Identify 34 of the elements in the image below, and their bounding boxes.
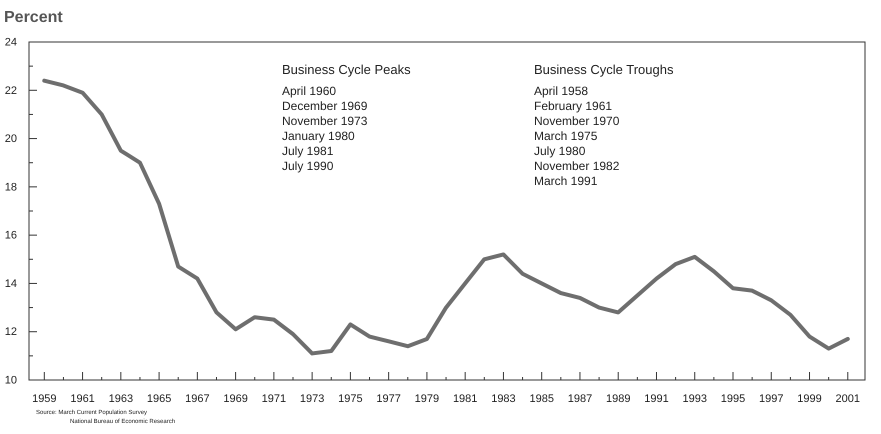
x-tick-label: 1989: [606, 392, 630, 405]
x-tick-label: 2001: [836, 392, 860, 405]
y-tick-label: 22: [4, 84, 17, 97]
x-tick-label: 1979: [414, 392, 440, 405]
y-tick-label: 24: [4, 36, 17, 49]
x-tick-label: 1999: [797, 392, 822, 405]
x-tick-label: 1969: [223, 392, 248, 405]
x-tick-label: 1977: [376, 392, 401, 405]
chart-title: Percent: [4, 9, 64, 26]
x-tick-label: 1975: [338, 392, 363, 405]
x-tick-label: 1973: [300, 392, 324, 405]
y-tick-label: 14: [4, 278, 17, 290]
x-tick-label: 1971: [262, 392, 286, 405]
x-tick-label: 1963: [108, 392, 134, 405]
annotation: Business Cycle Troughs April 1958 February 1961 November 1970 March 1975 July 1980 November 1982 March 1991: [534, 62, 674, 188]
x-tick-label: 1959: [32, 392, 57, 405]
x-tick-label: 1965: [146, 392, 172, 405]
x-tick-label: 1981: [452, 392, 478, 405]
annotation: Business Cycle Peaks April 1960 December 1969 November 1973 January 1980 July 1981 July 1990: [282, 62, 412, 173]
x-tick-label: 1983: [491, 392, 516, 405]
x-tick-label: 1997: [759, 392, 784, 405]
x-tick-label: 1991: [644, 392, 669, 405]
x-tick-label: 1995: [720, 392, 746, 405]
y-tick-label: 18: [4, 181, 17, 194]
x-tick-label: 1987: [568, 392, 592, 405]
y-tick-label: 16: [4, 230, 17, 242]
x-tick-label: 1985: [529, 392, 554, 405]
y-tick-label: 20: [4, 133, 17, 146]
x-tick-label: 1961: [70, 392, 95, 405]
x-tick-label: 1967: [185, 392, 210, 405]
x-tick-label: 1993: [682, 392, 707, 405]
line-series: [42, 78, 850, 356]
y-tick-label: 12: [4, 326, 17, 338]
y-tick-label: 10: [4, 374, 17, 387]
